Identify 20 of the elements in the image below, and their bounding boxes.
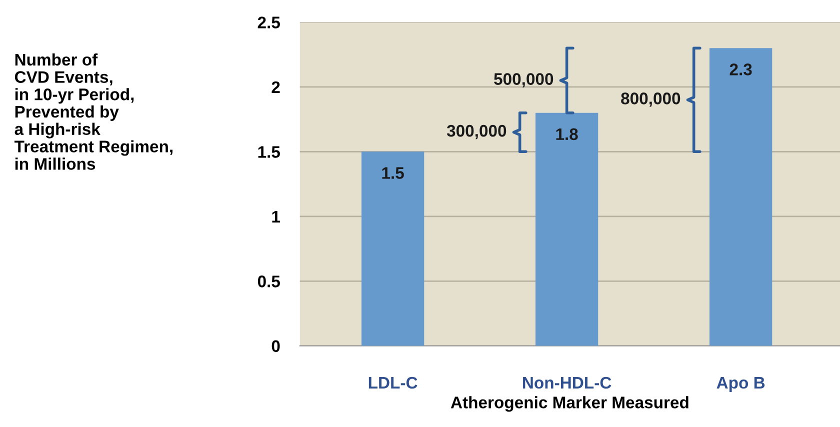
x-tick-label: LDL-C — [368, 376, 418, 389]
y-tick-label: 2 — [272, 81, 280, 93]
y-tick-label: 1.5 — [258, 146, 280, 158]
data-label: 2.3 — [730, 64, 752, 76]
bar — [535, 112, 598, 346]
x-axis-title: Atherogenic Marker Measured — [450, 396, 688, 412]
annotation: 500,000 — [494, 73, 554, 88]
x-tick-label: Non-HDL-C — [523, 376, 612, 389]
y-tick-label: 0.5 — [258, 276, 280, 288]
data-label: 1.8 — [556, 128, 578, 140]
y-tick-label: 1 — [272, 210, 280, 222]
y-tick-label: 0 — [272, 340, 280, 352]
bar — [709, 48, 772, 346]
annotation: 800,000 — [621, 92, 680, 107]
data-label: 1.5 — [382, 167, 404, 179]
y-tick-label: 2.5 — [258, 16, 280, 28]
text: Number of CVD Events, in 10-yr Period, Prevented by a High-risk Treatment Regimen, in Millions — [14, 53, 172, 170]
annotation: 300,000 — [446, 124, 506, 140]
bar — [361, 152, 424, 346]
x-tick-label: Apo B — [716, 377, 765, 392]
